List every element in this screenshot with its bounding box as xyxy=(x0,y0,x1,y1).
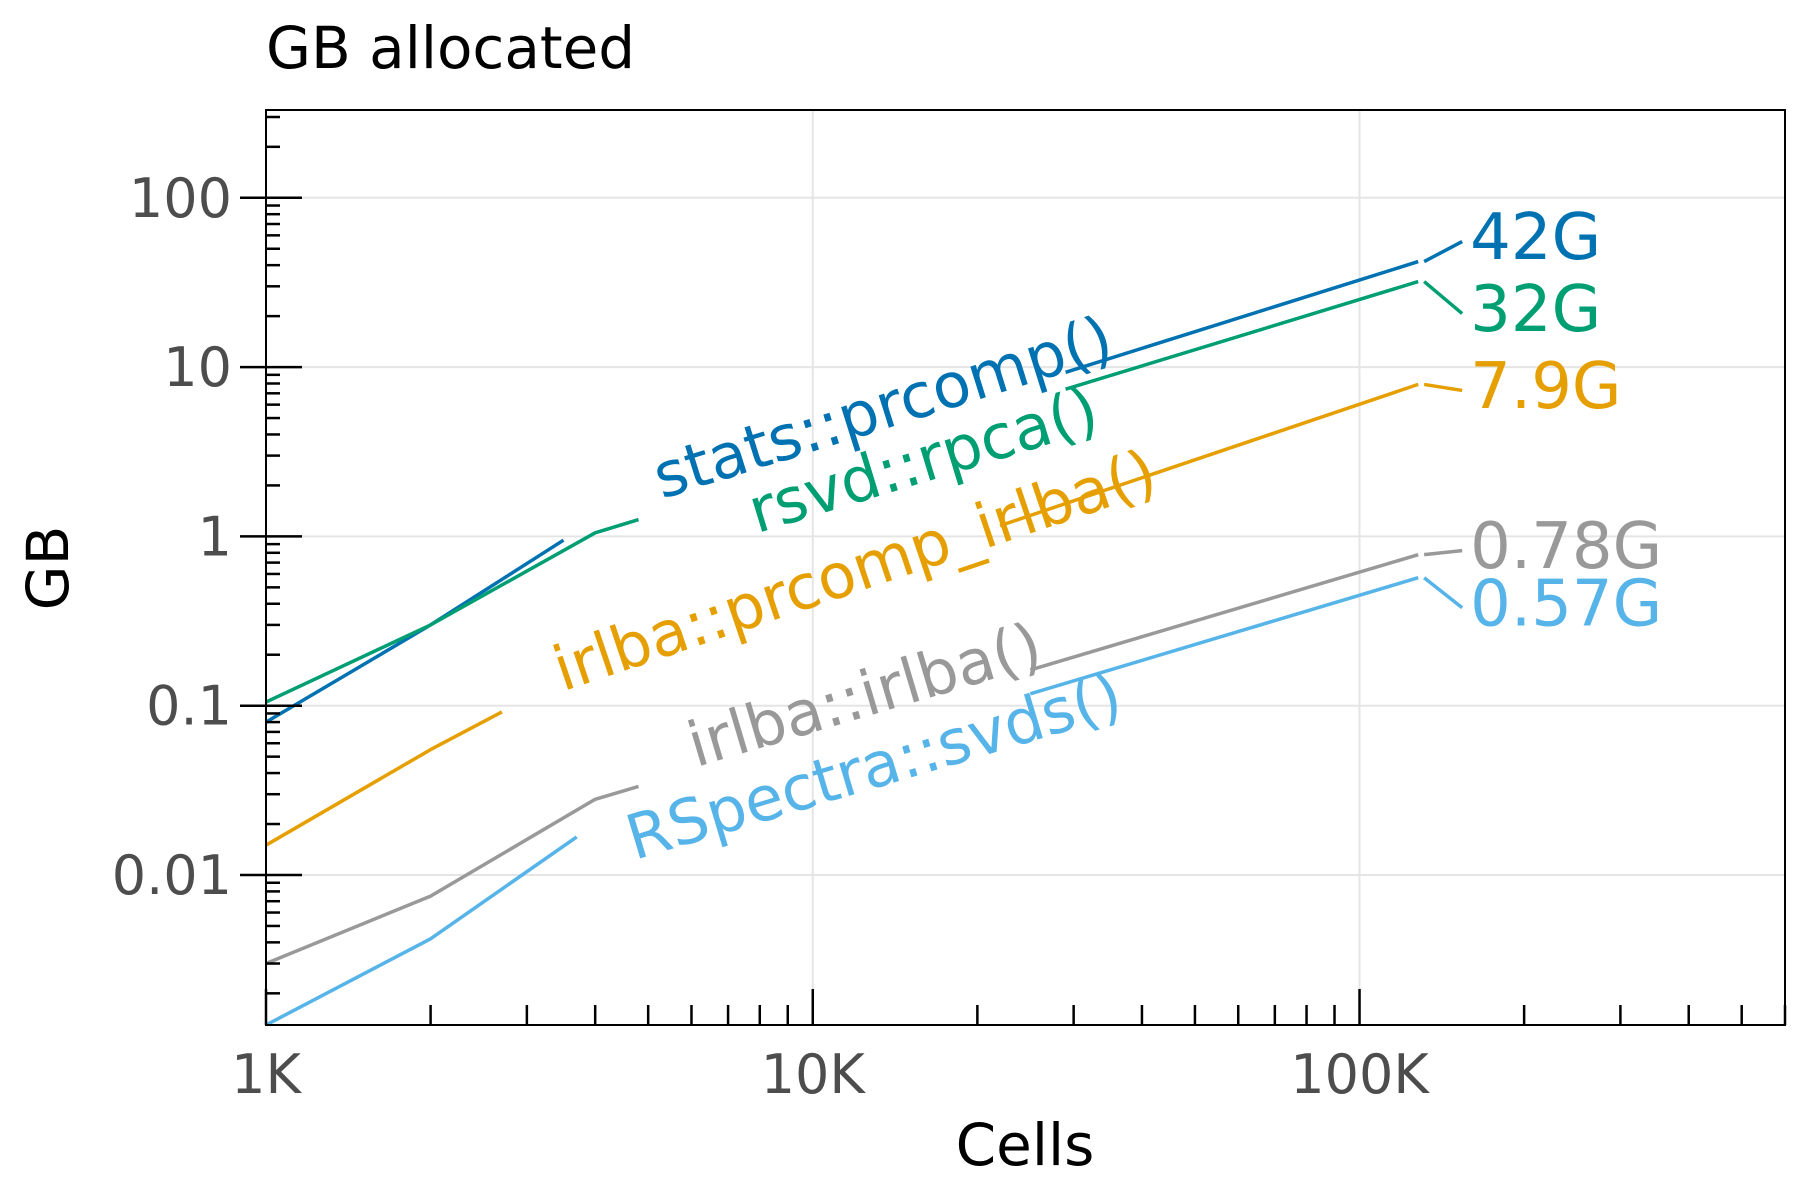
end-label-leader-irlba-irlba xyxy=(1423,548,1463,557)
chart-title: GB allocated xyxy=(266,14,635,82)
y-tick-label: 0.01 xyxy=(112,844,232,907)
end-label-leader-irlba-prcomp-irlba xyxy=(1423,382,1463,393)
end-label-rsvd-rpca: 32G xyxy=(1470,273,1601,347)
end-label-leader-rspectra-svds xyxy=(1423,576,1464,610)
end-label-rspectra-svds: 0.57G xyxy=(1470,567,1662,641)
y-tick-label: 100 xyxy=(129,167,232,230)
series-line-stats-prcomp xyxy=(1065,259,1419,374)
series-line-rsvd-rpca xyxy=(265,517,640,704)
plot-frame xyxy=(265,109,1786,1026)
series-line-irlba-irlba xyxy=(1029,553,1419,672)
series-line-irlba-prcomp-irlba xyxy=(265,710,503,847)
y-tick-label: 1 xyxy=(198,505,232,568)
x-axis-title: Cells xyxy=(956,1111,1095,1179)
x-tick-label: 100K xyxy=(1290,1043,1430,1106)
y-tick-label: 0.1 xyxy=(146,675,232,738)
series-lines xyxy=(265,259,1419,1027)
end-label-stats-prcomp: 42G xyxy=(1470,201,1601,275)
x-tick-label: 10K xyxy=(761,1043,867,1106)
series-line-rsvd-rpca xyxy=(1065,279,1419,391)
series-line-rspectra-svds xyxy=(1029,576,1419,696)
series-line-irlba-prcomp-irlba xyxy=(999,382,1419,528)
axes: 1K 10K 100K 0.01 0.1 1 10 100 xyxy=(112,109,1787,1106)
end-label-irlba-irlba: 0.78G xyxy=(1470,510,1662,584)
end-label-leader-rsvd-rpca xyxy=(1423,280,1464,315)
y-axis-title: GB xyxy=(14,526,82,611)
x-tick-label: 1K xyxy=(231,1043,302,1106)
end-label-leader-stats-prcomp xyxy=(1423,240,1463,264)
end-label-irlba-prcomp-irlba: 7.9G xyxy=(1470,350,1621,424)
y-tick-label: 10 xyxy=(163,336,232,399)
series-line-rspectra-svds xyxy=(265,835,578,1027)
series-line-irlba-irlba xyxy=(265,784,639,966)
series-labels: stats::prcomp()42Grsvd::rpca()32Girlba::… xyxy=(544,201,1662,874)
